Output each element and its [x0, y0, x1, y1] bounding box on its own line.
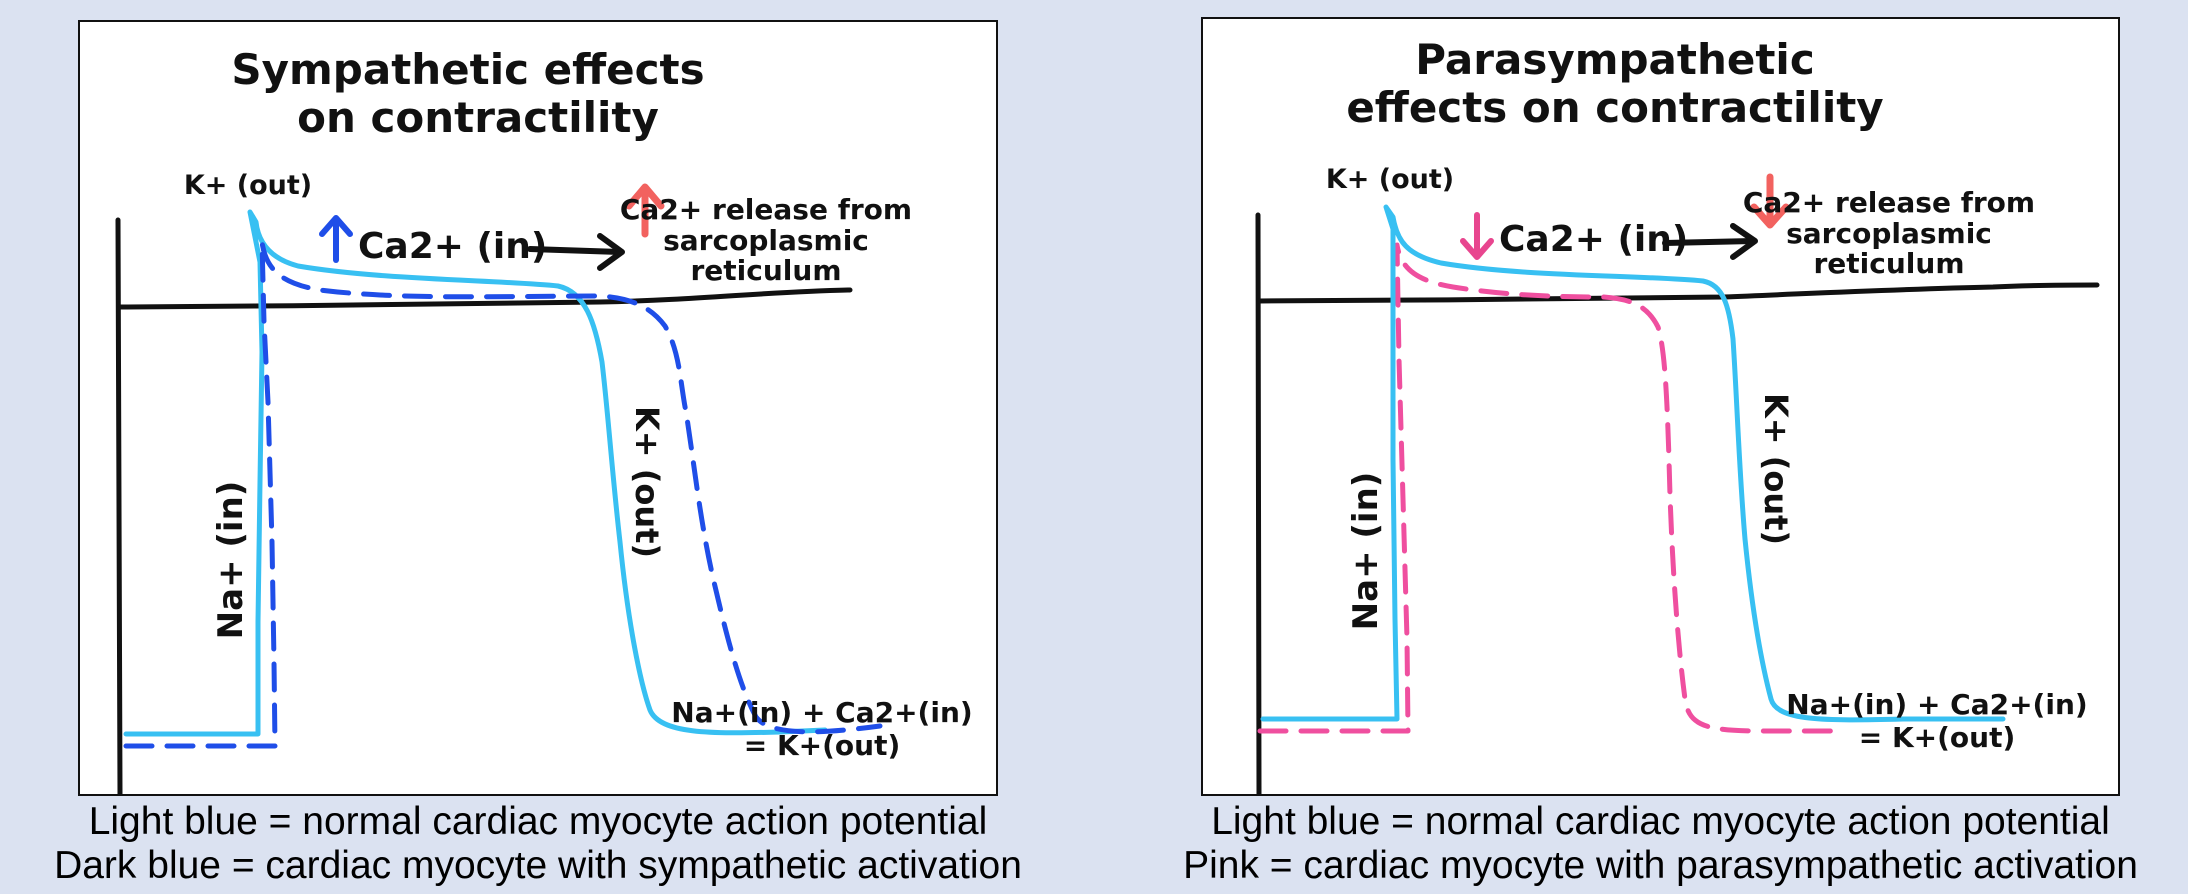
release-label-line2: sarcoplasmic — [663, 224, 869, 257]
parasympathetic-panel: Parasympathetic effects on contractility… — [1201, 17, 2120, 796]
normal-action-potential — [123, 209, 828, 737]
sympathetic-panel: Sympathetic effects on contractility K+ … — [78, 20, 998, 796]
normal-action-potential — [1260, 204, 2006, 723]
ca-release-decrease-arrow-icon — [1750, 173, 1790, 229]
release-label-line2: sarcoplasmic — [1786, 217, 1992, 250]
y-axis — [1255, 212, 1262, 794]
pump-label-line2: = K+(out) — [1859, 721, 2016, 754]
ca-in-label: Ca2+ (in) — [358, 226, 547, 267]
release-label-line1: Ca2+ release from — [620, 193, 912, 226]
sympathetic-diagram: Sympathetic effects on contractility K+ … — [115, 45, 973, 794]
ca-release-increase-arrow-icon — [625, 183, 665, 238]
sympathetic-action-potential — [123, 239, 883, 749]
parasympathetic-diagram: Parasympathetic effects on contractility… — [1255, 35, 2100, 794]
pump-label-line1: Na+(in) + Ca2+(in) — [1786, 688, 2087, 721]
sympathetic-caption: Light blue = normal cardiac myocyte acti… — [30, 800, 1046, 888]
release-label-line3: reticulum — [690, 254, 841, 287]
pump-label-line2: = K+(out) — [744, 729, 901, 762]
k-out-peak-label: K+ (out) — [184, 170, 312, 201]
ca-increase-arrow-icon — [319, 215, 353, 263]
panel-title-line1: Sympathetic effects — [231, 45, 704, 94]
caption-line2: Dark blue = cardiac myocyte with sympath… — [54, 844, 1022, 887]
na-in-label: Na+ (in) — [211, 481, 251, 640]
panel-title-line2: effects on contractility — [1346, 83, 1883, 132]
parasympathetic-action-potential — [1257, 242, 1846, 734]
panel-title-line2: on contractility — [297, 93, 659, 142]
threshold-baseline — [1256, 282, 2100, 304]
na-in-label: Na+ (in) — [1346, 472, 1386, 631]
ca-decrease-arrow-icon — [1460, 212, 1494, 260]
caption-line1: Light blue = normal cardiac myocyte acti… — [88, 800, 988, 843]
ca-in-label: Ca2+ (in) — [1499, 219, 1688, 260]
right-arrow-icon — [527, 233, 625, 271]
release-label-line3: reticulum — [1813, 247, 1964, 280]
right-arrow-icon — [1662, 223, 1758, 260]
caption-line2: Pink = cardiac myocyte with parasympathe… — [1183, 844, 2138, 887]
caption-line1: Light blue = normal cardiac myocyte acti… — [1211, 800, 2110, 843]
k-out-repolarization-label: K+ (out) — [628, 406, 666, 558]
parasympathetic-caption: Light blue = normal cardiac myocyte acti… — [1133, 800, 2188, 888]
k-out-peak-label: K+ (out) — [1326, 164, 1454, 195]
y-axis — [115, 217, 123, 794]
release-label-line1: Ca2+ release from — [1743, 186, 2035, 219]
k-out-repolarization-label: K+ (out) — [1757, 393, 1795, 545]
panel-title-line1: Parasympathetic — [1415, 35, 1814, 84]
pump-label-line1: Na+(in) + Ca2+(in) — [671, 696, 972, 729]
